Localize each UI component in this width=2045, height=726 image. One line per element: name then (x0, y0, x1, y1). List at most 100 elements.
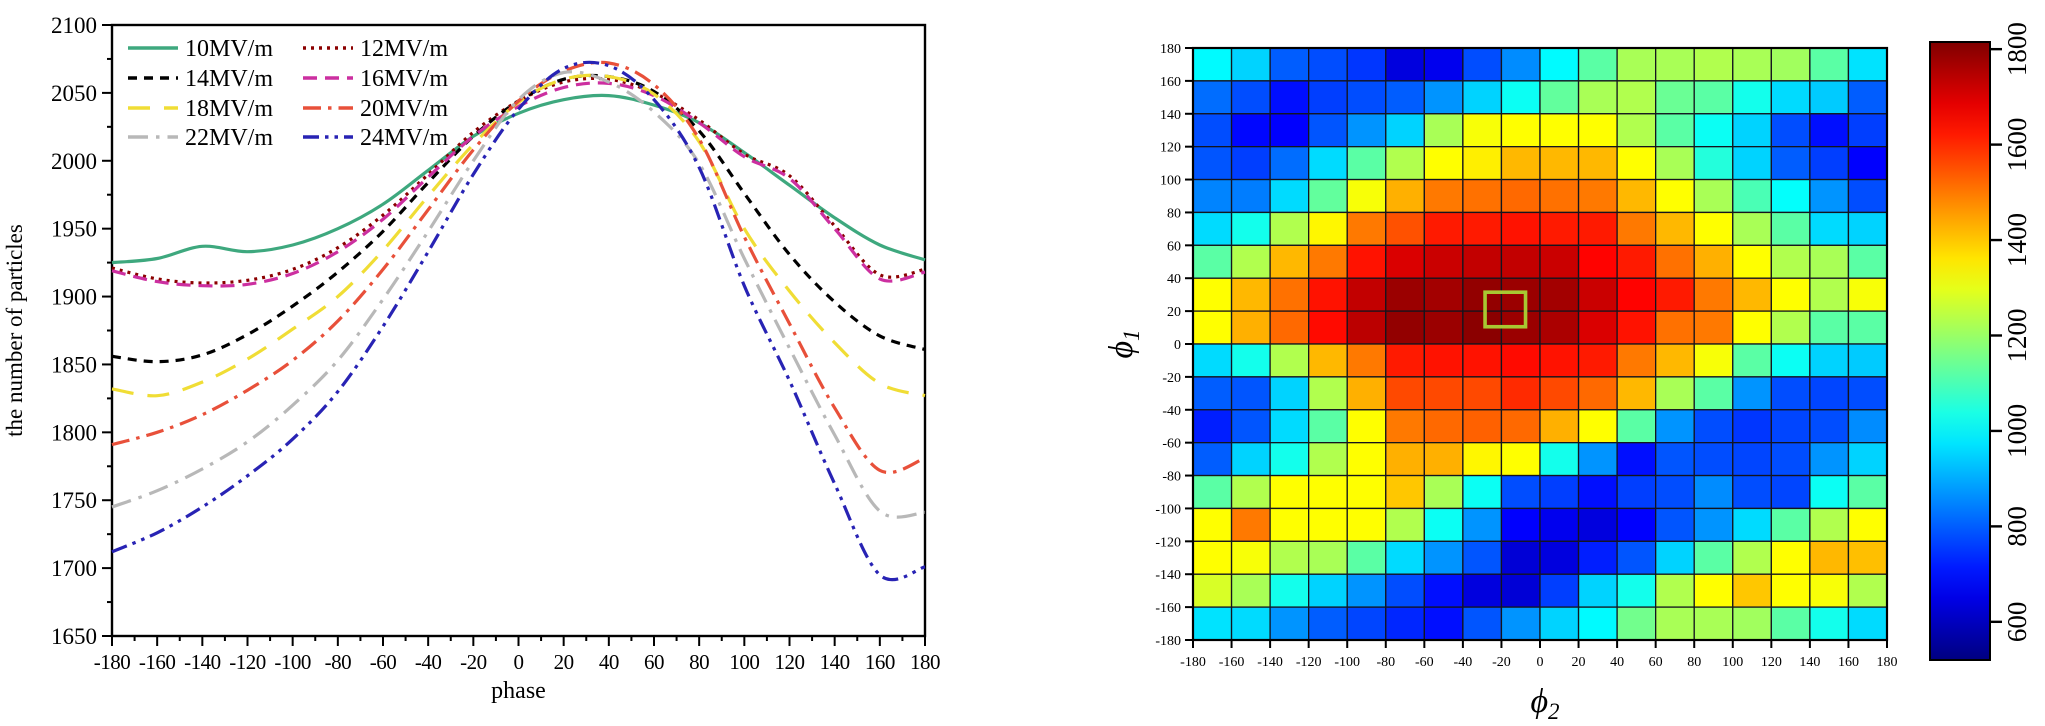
heatmap-cell (1539, 277, 1580, 312)
heatmap-y-tick-label: -60 (1162, 437, 1181, 452)
heatmap-cell (1192, 442, 1233, 477)
y-tick-label: 1750 (51, 488, 97, 513)
heatmap-cell (1230, 244, 1271, 279)
heatmap-cell (1346, 573, 1387, 608)
heatmap-cell (1847, 277, 1888, 312)
heatmap-cell (1269, 343, 1310, 378)
heatmap-cell (1500, 277, 1541, 312)
heatmap-cell (1308, 310, 1348, 345)
heatmap-cell (1616, 113, 1657, 148)
heatmap-cell (1500, 606, 1541, 641)
heatmap-cell (1346, 277, 1387, 312)
heatmap-cell (1385, 80, 1425, 115)
heatmap-cell (1346, 178, 1387, 214)
heatmap-cell (1847, 376, 1888, 411)
heatmap-x-tick-label: 20 (1572, 655, 1586, 670)
heatmap-cell (1809, 343, 1850, 378)
heatmap-cell (1616, 146, 1657, 181)
heatmap-cell (1269, 442, 1310, 477)
heatmap-cell (1346, 474, 1387, 510)
heatmap-x-tick-label: 40 (1610, 655, 1624, 670)
heatmap-cell (1847, 343, 1888, 378)
heatmap-cell (1423, 343, 1464, 378)
heatmap-cell (1655, 178, 1695, 214)
heatmap-cell (1693, 146, 1734, 181)
heatmap-cell (1423, 178, 1464, 214)
heatmap-cell (1230, 47, 1271, 82)
heatmap-cell (1809, 409, 1850, 444)
y-axis-title: the number of particles (2, 224, 27, 437)
heatmap-cell (1346, 442, 1387, 477)
heatmap-cell (1500, 146, 1541, 181)
heatmap-cell (1192, 113, 1233, 148)
heatmap-cell (1770, 376, 1811, 411)
heatmap-y-tick-label: -160 (1155, 601, 1181, 616)
heatmap-cell (1693, 47, 1734, 82)
heatmap-cell (1308, 146, 1348, 181)
heatmap-cell (1192, 178, 1233, 214)
heatmap-cell (1269, 211, 1310, 246)
heatmap-cell (1539, 507, 1580, 542)
heatmap-cell (1655, 211, 1695, 246)
heatmap-cell (1423, 310, 1464, 345)
heatmap-cell (1269, 507, 1310, 542)
heatmap-x-tick-label: 140 (1799, 655, 1820, 670)
heatmap-cell (1192, 409, 1233, 444)
heatmap-cell (1770, 178, 1811, 214)
heatmap-cell (1539, 409, 1580, 444)
heatmap-cell (1462, 507, 1503, 542)
heatmap-y-tick-label: -180 (1155, 634, 1181, 649)
heatmap-cell (1385, 474, 1425, 510)
heatmap-x-tick-label: -120 (1296, 655, 1322, 670)
series-path-20MV/m (111, 60, 926, 474)
heatmap-cell (1308, 573, 1348, 608)
heatmap-cell (1308, 178, 1348, 214)
heatmap-cell (1423, 376, 1464, 411)
colorbar-tick-label: 1600 (2002, 118, 2032, 172)
heatmap-cell (1655, 343, 1695, 378)
x-tick-label: -160 (139, 650, 176, 674)
legend-label-22MV/m: 22MV/m (185, 125, 273, 151)
heatmap-x-tick-label: -160 (1219, 655, 1245, 670)
heatmap-cell (1346, 146, 1387, 181)
heatmap-cell (1423, 442, 1464, 477)
x-axis-title: phase (491, 678, 546, 704)
heatmap-cell (1655, 540, 1695, 575)
heatmap-cell (1346, 507, 1387, 542)
heatmap-x-tick-label: -80 (1376, 655, 1395, 670)
heatmap-cell (1616, 573, 1657, 608)
heatmap-cell (1693, 80, 1734, 115)
heatmap-x-tick-label: -20 (1492, 655, 1511, 670)
heatmap-cell (1577, 606, 1618, 641)
heatmap-cell (1500, 474, 1541, 510)
heatmap-cell (1770, 211, 1811, 246)
heatmap-cell (1616, 540, 1657, 575)
heatmap-cell (1693, 573, 1734, 608)
heatmap-cell (1732, 113, 1772, 148)
heatmap-cell (1462, 80, 1503, 115)
heatmap-y-tick-label: -80 (1162, 470, 1181, 485)
heatmap-cell (1732, 606, 1772, 641)
heatmap-y-tick-label: 60 (1167, 239, 1181, 254)
heatmap-cell (1192, 343, 1233, 378)
heatmap-cell (1577, 211, 1618, 246)
heatmap-cell (1809, 211, 1850, 246)
heatmap-cell (1500, 211, 1541, 246)
heatmap-cell (1847, 178, 1888, 214)
heatmap-cell (1308, 80, 1348, 115)
x-tick-label: 20 (554, 650, 574, 674)
heatmap-cell (1423, 474, 1464, 510)
colorbar-tick-label: 1800 (2002, 22, 2032, 76)
heatmap-cell (1539, 474, 1580, 510)
heatmap-cell (1655, 507, 1695, 542)
heatmap-cell (1809, 573, 1850, 608)
series-path-22MV/m (111, 70, 926, 519)
heatmap-cell (1809, 47, 1850, 82)
heatmap-cell (1230, 343, 1271, 378)
colorbar-tick-label: 1200 (2002, 308, 2032, 362)
heatmap-cell (1346, 376, 1387, 411)
heatmap-cell (1539, 310, 1580, 345)
heatmap-cell (1577, 409, 1618, 444)
heatmap-cell (1230, 211, 1271, 246)
heatmap-cell (1847, 606, 1888, 641)
